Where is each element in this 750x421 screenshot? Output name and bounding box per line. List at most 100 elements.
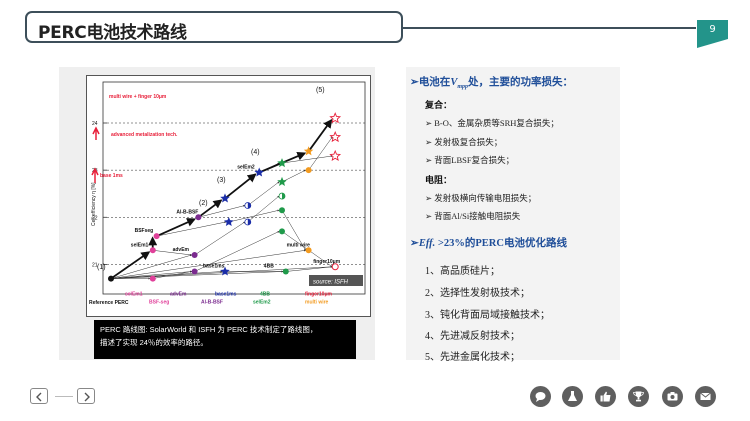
main-path-arrow (156, 218, 197, 237)
point-label: selEm1 (131, 242, 149, 248)
like-button[interactable] (595, 386, 616, 407)
page-number-badge: 9 (697, 20, 728, 48)
data-point (305, 167, 312, 174)
camera-button[interactable] (662, 386, 683, 407)
step-label: (4) (251, 149, 260, 156)
data-point-fill (282, 193, 285, 200)
step-label: (5) (316, 87, 325, 94)
step-label: (1) (97, 264, 106, 271)
list-item-text: 背面Al/Si接触电阻损失 (434, 211, 521, 221)
trophy-button[interactable] (628, 386, 649, 407)
data-point (254, 167, 264, 177)
data-point (329, 149, 342, 161)
x-category-label: selEm2 (253, 300, 271, 306)
list-item: ➢ B-O、金属杂质等SRH复合损失； (425, 117, 559, 129)
point-label: BSFseg (135, 228, 154, 234)
data-point-fill (247, 202, 251, 209)
arrow-bullet-icon: ➢ (425, 193, 435, 203)
data-point (195, 214, 202, 221)
data-point (331, 263, 339, 271)
thin-arrow (308, 136, 333, 171)
data-point (305, 247, 312, 254)
group-title: 复合： (425, 100, 453, 110)
text-panel: ➢电池在Vmpp处，主要的功率损失： 复合： ➢ B-O、金属杂质等SRH复合损… (406, 67, 620, 363)
source-box (309, 275, 363, 286)
list-item: ➢ 发射极复合损失； (425, 136, 502, 148)
efficiency-roadmap-chart: source: ISFH Cell efficiency η [%] 21 22 2… (86, 75, 371, 317)
data-point (108, 275, 114, 282)
data-point (303, 146, 314, 156)
data-points (108, 112, 342, 282)
slide-title-frame: PERC电池技术路线 (25, 11, 403, 43)
chevron-left-icon (36, 392, 42, 402)
x-category-label: base1ms (215, 292, 237, 298)
data-point (329, 112, 342, 124)
heading-power-loss: ➢电池在Vmpp处，主要的功率损失： (410, 74, 573, 90)
point-label: selEm2 (237, 165, 255, 171)
thin-arrow (194, 221, 246, 256)
thin-arrow (110, 270, 193, 279)
thin-arrow (194, 231, 280, 272)
caption-line: PERC 路线图: SolarWorld 和 ISFH 为 PERC 技术制定了… (100, 325, 318, 334)
point-label: multi wire (287, 242, 311, 248)
y-axis-label: Cell efficiency η [%] (91, 182, 97, 226)
up-arrow-icon (91, 167, 99, 183)
point-label: advEm (173, 247, 190, 253)
thin-arrow (247, 195, 280, 223)
figure-caption: PERC 路线图: SolarWorld 和 ISFH 为 PERC 技术制定了… (94, 320, 356, 359)
mail-button[interactable] (695, 386, 716, 407)
roadmap-item: 4、先进减反射技术； (425, 331, 520, 342)
annotation-mid: advanced metalization tech. (111, 132, 178, 138)
main-path-arrow (197, 199, 223, 219)
thin-arrow (110, 254, 193, 279)
roadmap-item: 5、先进金属化技术； (425, 352, 520, 363)
thin-arrow (152, 270, 193, 279)
list-item-text: 背面LBSF复合损失； (434, 155, 515, 165)
heading-text: 电池在 (418, 77, 451, 88)
data-point (277, 158, 287, 168)
heading-text: >23%的PERC电池优化路线 (435, 238, 567, 249)
arrow-bullet-icon: ➢ (410, 238, 419, 249)
data-point (220, 193, 230, 203)
thin-arrow (152, 250, 193, 256)
point-label: Al-B-BSF (176, 209, 198, 215)
main-path-arrow (110, 251, 151, 280)
up-arrow-icon (92, 126, 100, 140)
thin-arrow (110, 270, 284, 279)
data-point (282, 268, 289, 275)
chevron-right-icon (84, 392, 90, 402)
data-point (153, 233, 160, 240)
nav-divider (55, 396, 73, 397)
point-label: 4BB (264, 264, 274, 270)
improvement-arrows (110, 118, 333, 280)
arrow-bullet-icon: ➢ (425, 155, 435, 165)
x-category-label: finger10μm (305, 292, 333, 298)
list-item-text: 发射极横向传输电阻损失； (434, 193, 537, 203)
data-point (277, 176, 287, 186)
chat-button[interactable] (530, 386, 551, 407)
annotation-low: base 1ms (100, 173, 123, 179)
data-point-fill (247, 219, 251, 225)
annotation-top: multi wire + finger 10μm (109, 94, 167, 100)
lab-button[interactable] (562, 386, 583, 407)
list-item: ➢ 背面LBSF复合损失； (425, 154, 514, 166)
x-label-reference: Reference PERC (89, 300, 129, 306)
thin-arrow (281, 169, 307, 183)
x-category-label: 4BB (260, 292, 270, 298)
thin-arrow (281, 155, 333, 164)
heading-text: 处，主要的功率损失： (468, 77, 573, 88)
x-category-label: Al-B-BSF (201, 300, 223, 306)
data-point (279, 228, 285, 235)
arrow-bullet-icon: ➢ (425, 118, 435, 128)
y-tick-label: 21 (92, 262, 98, 268)
x-category-labels: selEm1 advEm base1ms 4BB finger10μm BSF-seg Al… (125, 292, 333, 306)
prev-button[interactable] (30, 388, 48, 404)
next-button[interactable] (77, 388, 95, 404)
thumbs-up-icon (600, 391, 611, 402)
x-category-label: multi wire (305, 300, 329, 306)
slide-title: PERC电池技术路线 (38, 23, 187, 43)
chart-svg: source: ISFH Cell efficiency η [%] 21 22 2… (89, 81, 366, 306)
x-category-label: selEm1 (125, 292, 143, 298)
plot-frame (102, 81, 366, 295)
y-tick-label: 22 (92, 215, 98, 221)
